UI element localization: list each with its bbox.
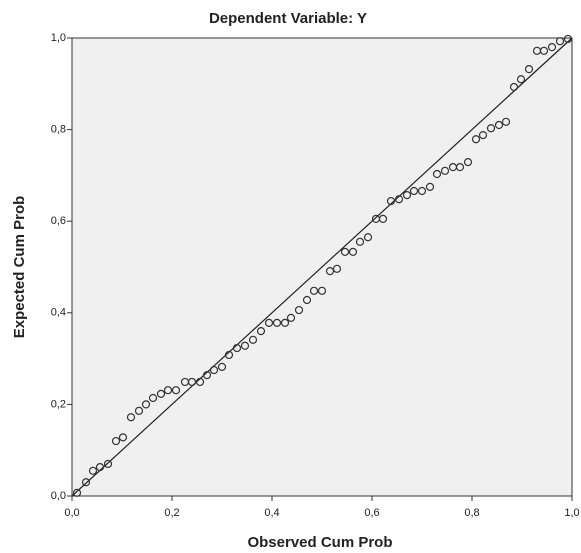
y-tick-label: 0,8: [51, 124, 66, 136]
page: Dependent Variable: Y Observed Cum Prob …: [0, 0, 581, 553]
x-tick-label: 0,0: [64, 507, 79, 519]
x-tick-label: 1,0: [564, 507, 579, 519]
chart-title: Dependent Variable: Y: [209, 10, 367, 27]
y-tick-label: 0,2: [51, 398, 66, 410]
x-tick-label: 0,2: [164, 507, 179, 519]
chart: Dependent Variable: Y Observed Cum Prob …: [0, 0, 581, 553]
y-tick-label: 0,4: [51, 307, 66, 319]
x-tick-label: 0,6: [364, 507, 379, 519]
x-tick-label: 0,4: [264, 507, 279, 519]
y-axis-label: Expected Cum Prob: [11, 196, 28, 339]
y-tick-label: 0,6: [51, 215, 66, 227]
y-tick-label: 1,0: [51, 32, 66, 44]
x-axis-label: Observed Cum Prob: [247, 534, 392, 551]
x-tick-label: 0,8: [464, 507, 479, 519]
y-tick-label: 0,0: [51, 490, 66, 502]
